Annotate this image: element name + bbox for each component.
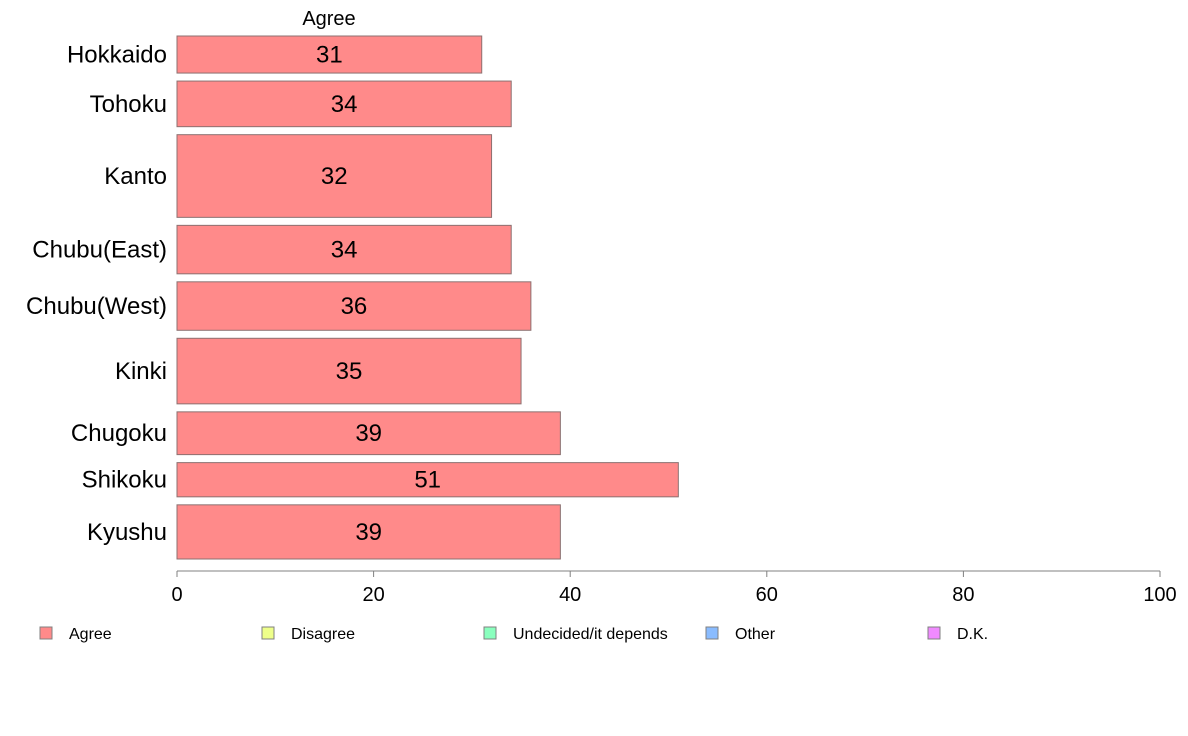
bar	[176, 411, 561, 456]
legend-label: Other	[735, 626, 776, 643]
data-label: 32	[321, 163, 348, 190]
bars-layer	[176, 35, 679, 560]
legend-label: Disagree	[291, 626, 355, 643]
category-label: Kinki	[115, 358, 167, 385]
bar	[176, 134, 493, 218]
category-label: Tohoku	[90, 91, 167, 118]
category-label: Kanto	[104, 163, 167, 190]
category-label: Kyushu	[87, 519, 167, 546]
data-label: 34	[331, 91, 358, 118]
category-labels: Hokkaido Tohoku Kanto Chubu(East) Chubu(West…	[26, 42, 167, 546]
legend-swatch	[39, 626, 53, 640]
category-label: Chubu(West)	[26, 293, 167, 320]
legend-label: Undecided/it depends	[513, 626, 668, 643]
bar	[176, 224, 512, 275]
bar	[176, 462, 679, 498]
category-label: Shikoku	[82, 467, 167, 494]
data-label: 39	[355, 519, 382, 546]
x-tick-label: 0	[171, 584, 182, 606]
category-label: Hokkaido	[67, 42, 167, 69]
bar	[176, 35, 483, 74]
data-label: 51	[414, 467, 441, 494]
data-label: 39	[355, 420, 382, 447]
legend-swatch	[705, 626, 719, 640]
data-label: 34	[331, 237, 358, 264]
legend-swatch	[483, 626, 497, 640]
category-label: Chugoku	[71, 420, 167, 447]
x-tick-label: 100	[1143, 584, 1176, 606]
legend-swatch	[927, 626, 941, 640]
x-tick-label: 20	[362, 584, 384, 606]
bar	[176, 80, 512, 128]
panel-title: Agree	[302, 8, 355, 30]
x-tick-label: 80	[952, 584, 974, 606]
data-label: 36	[341, 293, 368, 320]
bar	[176, 281, 532, 331]
category-label: Chubu(East)	[32, 237, 167, 264]
data-labels: 31 34 32 34 36 35 39 51 39	[316, 42, 441, 546]
data-label: 31	[316, 42, 343, 69]
x-tick-label: 40	[559, 584, 581, 606]
legend: Agree Disagree Undecided/it depends Other D.…	[39, 626, 988, 643]
bar	[176, 504, 561, 560]
legend-label: D.K.	[957, 626, 988, 643]
legend-label: Agree	[69, 626, 112, 643]
x-tick-label: 60	[756, 584, 778, 606]
bar	[176, 337, 522, 405]
data-label: 35	[336, 358, 363, 385]
legend-swatch	[261, 626, 275, 640]
x-axis-ticks: 0 20 40 60 80 100	[171, 571, 1177, 606]
